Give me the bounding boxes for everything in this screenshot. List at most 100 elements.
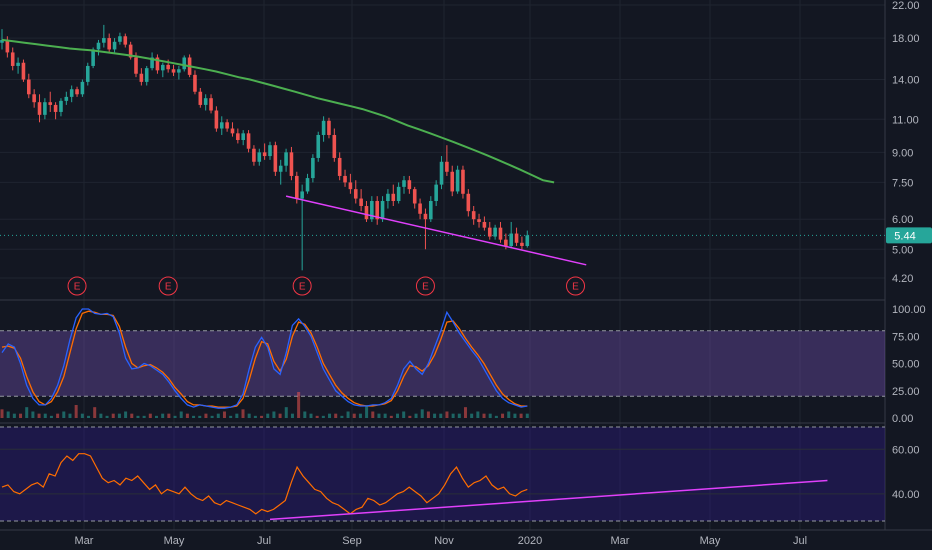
candle bbox=[21, 59, 26, 82]
candle-body bbox=[370, 201, 374, 220]
candle bbox=[214, 106, 219, 132]
candle bbox=[262, 143, 267, 160]
volume-bar bbox=[321, 415, 325, 418]
candle-body bbox=[359, 198, 363, 207]
candle-body bbox=[262, 152, 267, 157]
candle-body bbox=[75, 89, 79, 95]
candle-body bbox=[418, 203, 422, 214]
support-trendline bbox=[285, 195, 587, 266]
candle-body bbox=[161, 64, 165, 71]
candle bbox=[509, 221, 513, 248]
candle-body bbox=[10, 52, 15, 66]
candle bbox=[203, 94, 208, 111]
volume-bar bbox=[463, 407, 467, 418]
candle bbox=[107, 33, 111, 53]
candle bbox=[118, 32, 122, 45]
candle bbox=[32, 89, 36, 108]
candle-body bbox=[32, 94, 36, 103]
volume-bar bbox=[297, 392, 301, 418]
candle bbox=[477, 213, 481, 228]
price-tick-label: 4.20 bbox=[892, 273, 913, 285]
candle bbox=[498, 221, 503, 243]
volume-bar bbox=[284, 407, 288, 418]
last-price-value: 5.44 bbox=[894, 230, 915, 242]
oscillator-line bbox=[1, 453, 528, 515]
candle bbox=[27, 73, 31, 99]
volume-bar bbox=[482, 413, 486, 418]
volume-bar bbox=[210, 415, 214, 418]
price-axis[interactable]: 22.00 18.00 14.00 11.00 9.00 7.50 6.00 5.00 4.20… bbox=[886, 0, 932, 501]
candle-body bbox=[5, 39, 10, 53]
volume-bar bbox=[161, 413, 165, 418]
volume-bar bbox=[229, 415, 233, 418]
time-axis[interactable]: Mar May Jul Sep Nov 2020 Mar May Jul bbox=[75, 535, 808, 547]
volume-bar bbox=[142, 415, 146, 418]
oscillator-tick-label: 60.00 bbox=[892, 444, 920, 456]
candle-body bbox=[155, 57, 160, 71]
volume-bar bbox=[74, 405, 78, 418]
earnings-marker-label: E bbox=[572, 282, 579, 293]
earnings-marker-label: E bbox=[165, 282, 172, 293]
candle bbox=[139, 68, 144, 86]
candle bbox=[396, 182, 401, 204]
candle-body bbox=[455, 169, 460, 192]
candle-body bbox=[402, 180, 406, 187]
time-tick-label: Jul bbox=[257, 535, 271, 547]
volume-bar bbox=[470, 413, 474, 418]
candle bbox=[144, 65, 149, 86]
candle-body bbox=[337, 157, 342, 176]
candle-body bbox=[177, 69, 181, 73]
volume-bar bbox=[6, 411, 10, 418]
candle-body bbox=[321, 120, 326, 135]
volume-bar bbox=[408, 415, 412, 418]
candle-body bbox=[16, 62, 20, 66]
volume-bar bbox=[451, 413, 455, 418]
volume-bar bbox=[352, 413, 356, 418]
candle-body bbox=[139, 73, 144, 82]
earnings-marker: E bbox=[158, 276, 178, 296]
candle-body bbox=[27, 79, 31, 95]
candle bbox=[370, 196, 374, 222]
candle bbox=[177, 65, 181, 80]
candle bbox=[493, 224, 497, 240]
candle-body bbox=[364, 206, 369, 220]
candle-body bbox=[311, 157, 315, 179]
candle bbox=[525, 230, 530, 248]
candle-body bbox=[450, 171, 455, 192]
candle bbox=[96, 39, 101, 56]
candle-body bbox=[225, 122, 229, 129]
candle bbox=[48, 91, 53, 112]
candle-body bbox=[445, 161, 449, 172]
volume-bar bbox=[519, 413, 523, 418]
stochastic-pane[interactable] bbox=[0, 308, 885, 418]
candle bbox=[209, 94, 213, 114]
candle-body bbox=[69, 89, 74, 97]
oscillator-pane[interactable] bbox=[0, 426, 885, 522]
time-tick-label: May bbox=[700, 535, 721, 547]
volume-bar bbox=[148, 413, 152, 418]
candle-body bbox=[305, 178, 310, 192]
candle-body bbox=[91, 49, 95, 66]
volume-bar bbox=[241, 409, 245, 418]
candle bbox=[252, 145, 256, 166]
candle-body bbox=[461, 169, 465, 194]
candle bbox=[311, 154, 315, 183]
candle bbox=[461, 165, 465, 199]
candle bbox=[434, 180, 438, 207]
candle bbox=[429, 196, 433, 222]
candle-body bbox=[487, 227, 492, 237]
volume-bar bbox=[507, 411, 511, 418]
candle-body bbox=[423, 213, 428, 220]
volume-bar bbox=[377, 413, 381, 418]
price-tick-label: 5.00 bbox=[892, 244, 913, 256]
candle bbox=[0, 29, 4, 50]
earnings-marker: E bbox=[67, 276, 87, 296]
volume-bar bbox=[328, 413, 332, 418]
volume-bar bbox=[383, 413, 387, 418]
price-tick-label: 9.00 bbox=[892, 147, 913, 159]
candle-body bbox=[284, 152, 288, 166]
time-tick-label: Mar bbox=[611, 535, 630, 547]
candle bbox=[289, 146, 294, 181]
